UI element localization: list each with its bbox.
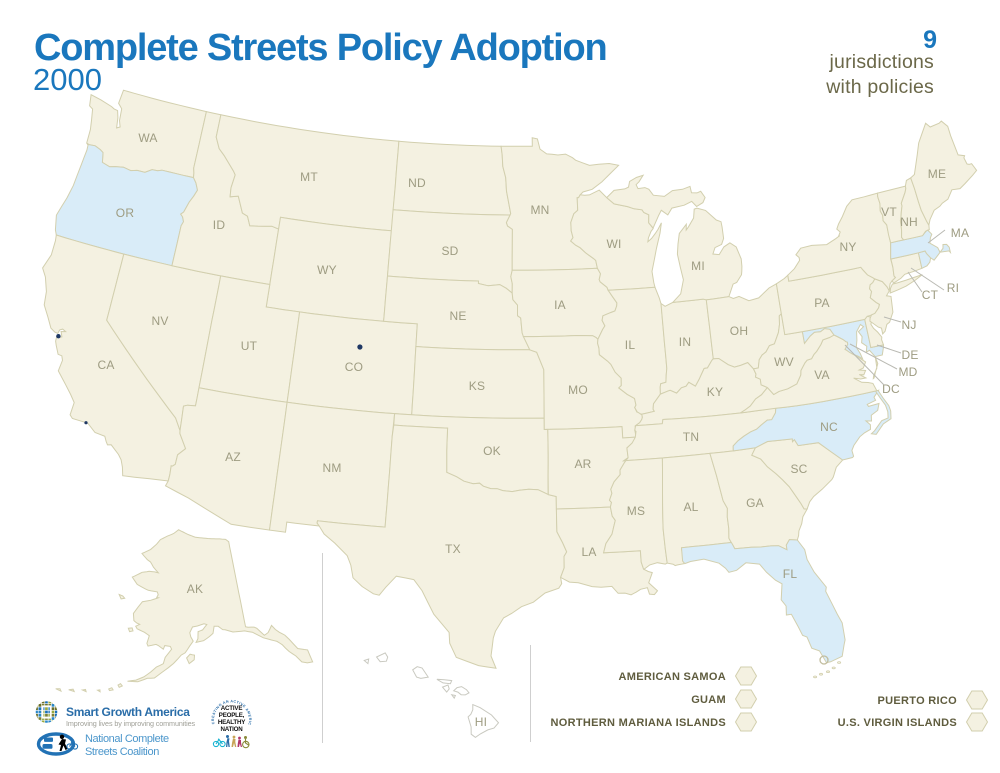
svg-text:NE: NE xyxy=(449,309,466,323)
svg-text:NORTHERN MARIANA ISLANDS: NORTHERN MARIANA ISLANDS xyxy=(551,717,726,729)
svg-text:MT: MT xyxy=(300,170,318,184)
svg-text:OK: OK xyxy=(483,444,501,458)
svg-text:TN: TN xyxy=(683,430,699,444)
svg-text:WA: WA xyxy=(138,131,157,145)
svg-text:AMERICAN SAMOA: AMERICAN SAMOA xyxy=(619,671,726,683)
svg-text:DE: DE xyxy=(901,348,918,362)
svg-text:AL: AL xyxy=(683,500,698,514)
svg-text:SC: SC xyxy=(790,462,807,476)
svg-text:IA: IA xyxy=(554,298,566,312)
svg-text:Smart Growth America: Smart Growth America xyxy=(66,705,190,719)
svg-text:NV: NV xyxy=(151,314,168,328)
svg-text:NM: NM xyxy=(322,461,341,475)
svg-text:National Complete: National Complete xyxy=(85,733,169,745)
svg-text:OH: OH xyxy=(730,324,748,338)
svg-text:IN: IN xyxy=(679,335,691,349)
svg-text:NATION: NATION xyxy=(220,726,243,733)
svg-text:ACTIVE: ACTIVE xyxy=(221,705,243,712)
svg-text:MD: MD xyxy=(898,365,917,379)
svg-text:WV: WV xyxy=(774,355,794,369)
svg-text:U.S. VIRGIN ISLANDS: U.S. VIRGIN ISLANDS xyxy=(838,717,957,729)
svg-text:HEALTHY: HEALTHY xyxy=(218,719,246,726)
svg-text:NY: NY xyxy=(839,240,856,254)
svg-text:Improving lives by improving c: Improving lives by improving communities xyxy=(66,719,196,728)
svg-text:RI: RI xyxy=(947,281,959,295)
svg-text:OR: OR xyxy=(116,206,135,220)
svg-text:PUERTO RICO: PUERTO RICO xyxy=(878,695,958,707)
svg-text:KS: KS xyxy=(469,379,485,393)
svg-text:PA: PA xyxy=(814,296,830,310)
svg-text:CT: CT xyxy=(922,288,939,302)
svg-text:WI: WI xyxy=(606,237,621,251)
svg-text:MN: MN xyxy=(530,203,549,217)
svg-text:Streets Coalition: Streets Coalition xyxy=(85,746,159,758)
svg-text:AK: AK xyxy=(187,582,203,596)
svg-text:PEOPLE,: PEOPLE, xyxy=(219,712,245,719)
svg-text:NH: NH xyxy=(900,215,918,229)
svg-text:NC: NC xyxy=(820,420,838,434)
svg-text:DC: DC xyxy=(882,382,900,396)
svg-text:MA: MA xyxy=(951,226,969,240)
svg-text:SD: SD xyxy=(441,244,458,258)
svg-text:NJ: NJ xyxy=(901,318,916,332)
svg-text:ME: ME xyxy=(928,167,946,181)
svg-text:LA: LA xyxy=(581,545,596,559)
svg-text:HI: HI xyxy=(475,715,487,729)
svg-text:CA: CA xyxy=(97,358,114,372)
svg-text:IL: IL xyxy=(625,338,636,352)
svg-text:GA: GA xyxy=(746,496,764,510)
svg-text:FL: FL xyxy=(783,567,798,581)
svg-text:VA: VA xyxy=(814,368,830,382)
svg-text:MI: MI xyxy=(691,259,705,273)
svg-text:ND: ND xyxy=(408,176,426,190)
svg-text:KY: KY xyxy=(707,385,723,399)
svg-text:UT: UT xyxy=(241,339,258,353)
svg-text:AZ: AZ xyxy=(225,450,241,464)
svg-text:MS: MS xyxy=(627,504,645,518)
svg-text:WY: WY xyxy=(317,263,337,277)
svg-text:TX: TX xyxy=(445,542,461,556)
svg-text:ID: ID xyxy=(213,218,226,232)
svg-text:CO: CO xyxy=(345,360,363,374)
svg-text:MO: MO xyxy=(568,383,588,397)
svg-text:GUAM: GUAM xyxy=(691,694,726,706)
svg-text:AR: AR xyxy=(574,457,591,471)
svg-text:VT: VT xyxy=(881,205,897,219)
